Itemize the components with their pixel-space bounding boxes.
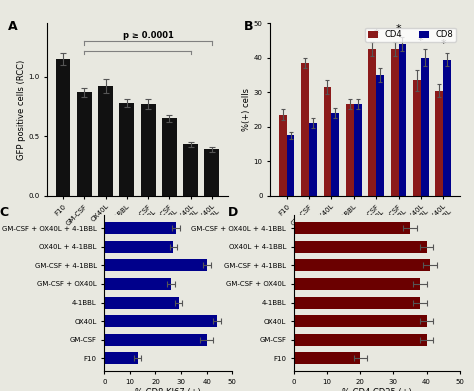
Bar <box>104 334 207 346</box>
Bar <box>204 149 219 196</box>
Text: D: D <box>228 206 238 219</box>
Bar <box>104 315 217 327</box>
Bar <box>331 113 339 196</box>
Text: *: * <box>396 24 401 34</box>
Bar <box>413 80 421 196</box>
Bar <box>421 58 429 196</box>
Bar <box>98 86 113 196</box>
Bar <box>279 115 287 196</box>
Bar <box>376 75 384 196</box>
Bar <box>104 241 173 253</box>
Text: *: * <box>374 29 379 39</box>
Text: C: C <box>0 206 9 219</box>
Bar <box>294 222 410 234</box>
Text: *: * <box>440 39 446 49</box>
Bar <box>287 135 294 196</box>
Legend: CD4, CD8: CD4, CD8 <box>365 28 456 41</box>
Text: *: * <box>418 36 424 46</box>
Bar <box>391 49 399 196</box>
Y-axis label: %(+) cells: %(+) cells <box>242 88 251 131</box>
Bar <box>399 44 406 196</box>
X-axis label: % CD4 CD25 (+): % CD4 CD25 (+) <box>342 388 412 391</box>
Bar <box>294 352 360 364</box>
Bar <box>354 104 362 196</box>
Bar <box>294 334 427 346</box>
Bar <box>301 63 309 195</box>
Bar <box>309 123 317 196</box>
Bar <box>55 59 71 196</box>
Bar <box>436 91 443 196</box>
Bar <box>104 352 137 364</box>
Bar <box>77 92 92 196</box>
Bar <box>119 103 134 196</box>
Bar <box>294 278 420 290</box>
Bar <box>183 145 198 196</box>
Bar <box>104 222 176 234</box>
Bar <box>104 259 207 271</box>
Y-axis label: GFP positive cells (RCC): GFP positive cells (RCC) <box>17 59 26 160</box>
Bar <box>294 296 420 308</box>
Text: p ≥ 0.0001: p ≥ 0.0001 <box>123 31 173 40</box>
Bar <box>141 104 155 196</box>
Bar <box>104 278 171 290</box>
X-axis label: % CD8 KI67 (+): % CD8 KI67 (+) <box>136 388 201 391</box>
Bar <box>294 315 427 327</box>
Text: A: A <box>8 20 18 33</box>
Bar <box>368 49 376 196</box>
Bar <box>294 259 430 271</box>
Bar <box>294 241 427 253</box>
Bar <box>443 59 451 195</box>
Bar <box>104 296 179 308</box>
Bar <box>324 87 331 196</box>
Bar <box>162 118 177 196</box>
Bar <box>346 104 354 196</box>
Text: B: B <box>244 20 253 33</box>
